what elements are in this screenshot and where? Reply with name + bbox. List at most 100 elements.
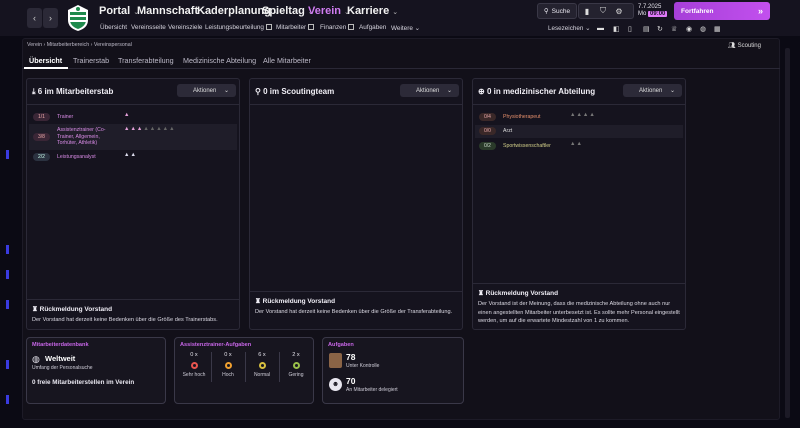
subnav-mitarbeiter[interactable]: Mitarbeiter	[276, 24, 315, 31]
actions-dropdown[interactable]: Aktionen ⌄	[623, 84, 682, 97]
table-row	[475, 125, 683, 138]
person-icon: ▲▲▲▲▲▲▲▲	[124, 126, 176, 132]
bookmark-icon[interactable]: ▮	[584, 6, 590, 16]
feedback-title: ♜ Rückmeldung Vorstand	[255, 298, 336, 305]
back-button[interactable]: ‹	[27, 8, 42, 28]
menu-kaderplanung[interactable]: Kaderplanung ⌄	[197, 5, 280, 17]
board-icon: ♜	[32, 306, 38, 313]
divider	[27, 104, 239, 105]
double-chevron-right-icon: »	[757, 6, 763, 16]
delegated-label: An Mitarbeiter delegiert	[346, 387, 398, 393]
divider	[473, 283, 685, 284]
count-badge: 0/4	[479, 113, 496, 121]
menu-spieltag[interactable]: Spieltag ⌄	[262, 5, 314, 17]
subnav-finanzen[interactable]: Finanzen	[320, 24, 355, 31]
tab-alle-mitarbeiter[interactable]: Alle Mitarbeiter	[263, 56, 311, 65]
card-title: Assistenztrainer-Aufgaben	[180, 342, 252, 348]
tab-medizinische-abteilung[interactable]: Medizinische Abteilung	[183, 56, 257, 65]
board-icon: ♜	[255, 298, 261, 305]
person-icon: ▲	[124, 112, 131, 118]
forward-button[interactable]: ›	[43, 8, 58, 28]
menu-portal[interactable]: Portal ⌄	[99, 5, 140, 17]
priority-very-high: 0 x Sehr hoch	[179, 352, 209, 378]
ball-icon[interactable]: ◉	[686, 26, 693, 33]
card-title: Mitarbeiterdatenbank	[32, 342, 89, 348]
control-label: Unter Kontrolle	[346, 363, 380, 369]
priority-label: Gering	[288, 372, 304, 378]
subnav-leistungsbeurteilung[interactable]: Leistungsbeurteilung	[205, 24, 272, 31]
menu-mannschaft[interactable]: Mannschaft ⌄	[137, 5, 207, 17]
trophy-icon[interactable]: ♕	[671, 26, 678, 33]
subnav-uebersicht[interactable]: Übersicht	[100, 24, 127, 31]
calendar-icon[interactable]: ▦	[714, 26, 721, 33]
count-badge: 2/2	[33, 153, 50, 161]
count: 2 x	[292, 352, 300, 358]
squad-icon[interactable]: ◧	[613, 26, 620, 33]
scouting-card: ⚲ 0 im Scoutingteam Aktionen ⌄ ♜ Rückmeld…	[249, 78, 463, 330]
actions-dropdown[interactable]: Aktionen ⌄	[177, 84, 236, 97]
search-button[interactable]: ⚲ Suche	[537, 3, 577, 19]
message-icon[interactable]: ▬	[597, 25, 604, 32]
feedback-title: ♜ Rückmeldung Vorstand	[32, 306, 113, 313]
breadcrumb-vereinspersonal: Vereinspersonal	[93, 42, 132, 48]
role-label[interactable]: Trainer	[57, 114, 74, 120]
tab-transferabteilung[interactable]: Transferabteilung	[118, 56, 174, 65]
breadcrumb-mitarbeiterbereich[interactable]: Mitarbeiterbereich	[46, 42, 90, 48]
divider	[250, 291, 462, 292]
menu-verein[interactable]: Verein ⌄	[308, 5, 350, 17]
role-label[interactable]: Sportwissenschaftler	[503, 143, 551, 149]
toolbar-group	[578, 3, 634, 19]
globe-icon[interactable]: ◍	[700, 26, 707, 33]
external-link-icon	[348, 24, 355, 30]
breadcrumb-verein[interactable]: Verein	[27, 42, 43, 48]
subnav-vereinsseite[interactable]: Vereinsseite	[131, 24, 166, 31]
shield-icon[interactable]: ⛉	[600, 6, 606, 15]
divider	[473, 104, 685, 105]
actions-dropdown[interactable]: Aktionen ⌄	[400, 84, 459, 97]
tasks-card[interactable]: Aufgaben 78 Unter Kontrolle ☻ 70 An Mita…	[322, 337, 464, 404]
document-icon[interactable]: ▯	[628, 26, 632, 33]
people-icon: 👥︎	[728, 43, 736, 49]
menu-karriere[interactable]: Karriere ⌄	[347, 5, 399, 17]
search-icon: ⚲	[255, 87, 261, 96]
subnav-weitere[interactable]: Weitere ⌄	[391, 25, 421, 32]
subnav-vereinsziele[interactable]: Vereinsziele	[168, 24, 203, 31]
chart-icon[interactable]: ▤	[643, 26, 650, 33]
priority-label: Hoch	[222, 372, 234, 378]
staff-database-card[interactable]: Mitarbeiterdatenbank ◍ Weltweit Umfang d…	[26, 337, 166, 404]
avatar	[329, 353, 342, 368]
continue-button[interactable]: Fortfahren»	[674, 2, 770, 20]
person-icon: ▲▲	[124, 152, 137, 158]
gear-icon[interactable]: ⚙	[615, 6, 623, 16]
refresh-icon[interactable]: ↻	[657, 26, 663, 33]
role-label[interactable]: Assistenztrainer (Co-Trainer, Allgemein,…	[57, 127, 106, 146]
role-label[interactable]: Leistungsanalyst	[57, 154, 96, 160]
count-badge: 0/0	[479, 127, 496, 135]
scouting-button[interactable]: 👥︎ Scouting	[728, 42, 761, 50]
tab-uebersicht[interactable]: Übersicht	[29, 56, 63, 65]
priority-low: 2 x Gering	[281, 352, 311, 378]
club-crest-icon[interactable]	[66, 4, 90, 32]
active-tab-indicator	[24, 67, 68, 69]
search-scope-label: Umfang der Personalsuche	[32, 365, 93, 371]
card-title: ⚲ 0 im Scoutingteam	[255, 87, 335, 96]
assistant-tasks-card[interactable]: Assistenztrainer-Aufgaben 0 x Sehr hoch …	[174, 337, 314, 404]
scrollbar[interactable]	[785, 48, 790, 418]
staff-card: ⤓ 6 im Mitarbeiterstab Aktionen ⌄ 1/1 Tra…	[26, 78, 240, 330]
divider	[27, 299, 239, 300]
date: 7.7.2025	[638, 4, 662, 10]
bookmarks-dropdown[interactable]: Lesezeichen ⌄	[548, 25, 591, 32]
role-label[interactable]: Arzt	[503, 128, 513, 134]
count-badge: 1/1	[33, 113, 50, 121]
control-count: 78	[346, 352, 356, 362]
tab-trainerstab[interactable]: Trainerstab	[73, 56, 110, 65]
card-title: ⊕ 0 in medizinischer Abteilung	[478, 87, 596, 96]
divider	[211, 352, 212, 382]
role-label[interactable]: Physiotherapeut	[503, 114, 541, 120]
priority-high: 0 x Hoch	[213, 352, 243, 378]
time: 09:00	[648, 11, 668, 17]
person-icon: ▲▲▲▲	[570, 112, 596, 118]
chevron-down-icon: ⌄	[223, 88, 229, 94]
subnav-aufgaben[interactable]: Aufgaben	[359, 24, 387, 31]
board-icon: ♜	[478, 290, 484, 297]
